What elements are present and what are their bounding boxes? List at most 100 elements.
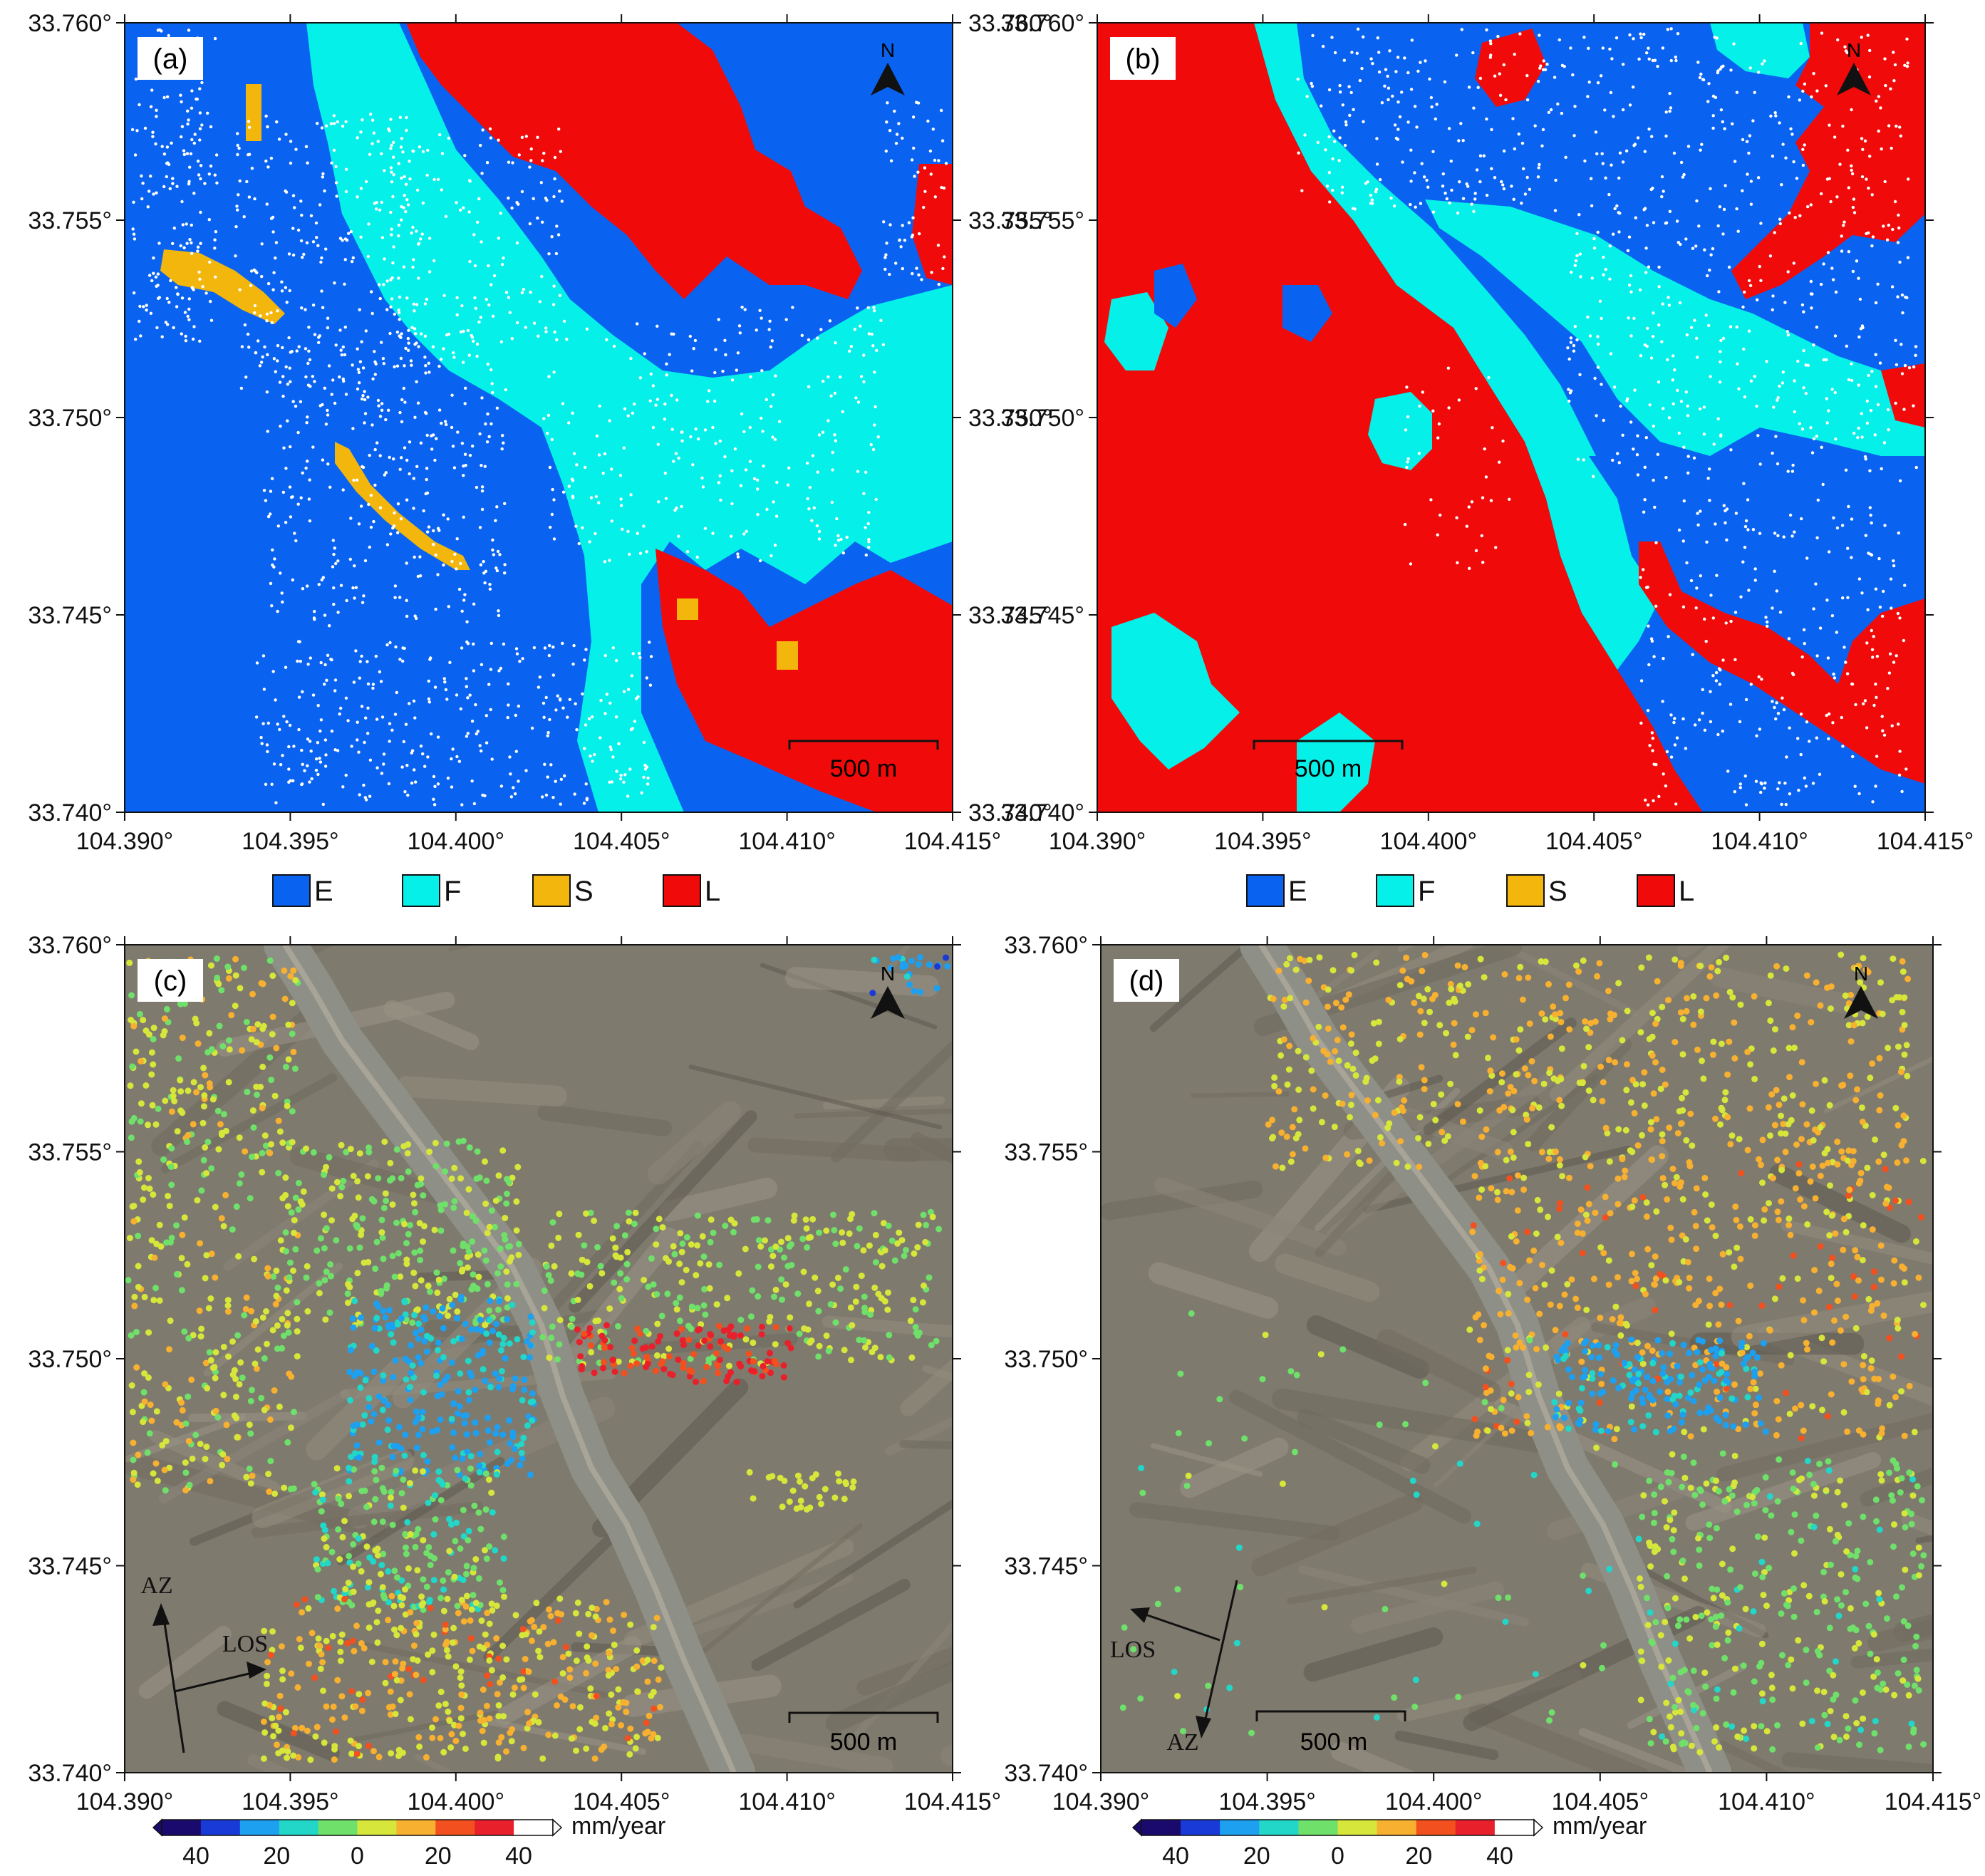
ps-point	[1784, 802, 1788, 807]
velocity-point	[403, 1260, 410, 1268]
ps-point	[898, 239, 901, 242]
ps-point	[517, 704, 521, 708]
ps-point	[357, 522, 361, 526]
ps-point	[1629, 420, 1633, 424]
velocity-point	[861, 1309, 869, 1315]
ps-point	[893, 109, 896, 113]
velocity-point	[379, 1406, 386, 1414]
ps-point	[1693, 318, 1696, 322]
ps-point	[490, 382, 494, 385]
ps-point	[326, 316, 330, 320]
velocity-point	[136, 1168, 143, 1176]
ps-point	[261, 722, 265, 725]
ps-point	[737, 324, 742, 328]
ps-point	[1816, 498, 1820, 502]
ps-point	[168, 187, 172, 190]
ps-point	[1830, 266, 1834, 270]
ps-point	[269, 311, 273, 315]
ps-point	[479, 316, 482, 319]
colorbar-bin	[514, 1820, 554, 1835]
ps-point	[189, 152, 193, 155]
ps-point	[198, 127, 202, 130]
ps-point	[308, 358, 312, 362]
ps-point	[1679, 160, 1684, 165]
ps-point	[207, 172, 211, 176]
velocity-point	[137, 1118, 144, 1125]
ps-point	[1450, 188, 1453, 192]
ps-point	[1652, 799, 1655, 803]
ps-point	[651, 384, 655, 388]
lon-tick-label: 104.405°	[573, 828, 670, 855]
velocity-point	[378, 1464, 385, 1471]
panel-b: (b) N 500 m 33.760°33.755°33.750°33.745°…	[1000, 10, 1974, 907]
velocity-point	[902, 963, 909, 970]
ps-point	[487, 264, 490, 268]
ps-point	[289, 161, 293, 165]
ps-point	[1815, 736, 1818, 740]
velocity-point	[627, 1725, 634, 1732]
ps-point	[284, 467, 288, 470]
ps-point	[427, 237, 432, 240]
ps-point	[874, 405, 877, 409]
velocity-point	[476, 1462, 483, 1469]
velocity-point	[393, 1467, 400, 1474]
scale-bar-line	[788, 740, 939, 750]
ps-point	[1386, 74, 1389, 78]
velocity-point	[598, 1332, 606, 1339]
velocity-point	[148, 1237, 155, 1244]
ps-point	[588, 540, 591, 544]
ps-point	[236, 132, 239, 135]
velocity-point	[492, 1430, 499, 1437]
ps-point	[413, 309, 416, 313]
ps-point	[287, 336, 291, 340]
velocity-point	[794, 1472, 802, 1479]
velocity-point	[548, 1242, 555, 1249]
ps-point	[1587, 46, 1590, 51]
velocity-point	[1767, 1017, 1774, 1025]
ps-point	[1897, 226, 1901, 230]
ps-point	[373, 350, 376, 353]
velocity-point	[440, 1275, 447, 1282]
ps-point	[269, 489, 273, 493]
ps-point	[1421, 390, 1425, 394]
ps-point	[1513, 53, 1516, 56]
velocity-point	[786, 1498, 793, 1506]
velocity-point	[700, 1253, 708, 1260]
ps-point	[539, 181, 543, 185]
class-l-area-southeast	[655, 549, 953, 812]
ps-point	[175, 185, 179, 188]
ps-point	[187, 180, 191, 183]
ps-point	[415, 229, 418, 233]
ps-point	[1669, 27, 1673, 31]
ps-point	[400, 398, 404, 402]
terrain-ridge	[223, 1159, 379, 1271]
ps-point	[907, 221, 911, 224]
velocity-point	[292, 1245, 299, 1253]
ps-point	[775, 480, 779, 484]
velocity-point	[286, 1259, 294, 1266]
ps-point	[1810, 95, 1813, 99]
velocity-point	[420, 1223, 427, 1230]
lat-tick-label: 33.760°	[28, 10, 112, 37]
ps-point	[508, 755, 512, 759]
ps-point	[442, 513, 445, 517]
velocity-point	[823, 1332, 830, 1339]
ps-point	[1763, 59, 1766, 63]
ps-point	[1377, 70, 1382, 74]
velocity-point	[499, 1431, 507, 1439]
ps-point	[605, 338, 608, 341]
ps-point	[1621, 63, 1625, 66]
velocity-point	[455, 1722, 462, 1729]
ps-point	[1747, 279, 1751, 283]
velocity-point	[348, 1688, 356, 1695]
velocity-point	[467, 1465, 474, 1472]
ps-point	[1895, 363, 1899, 367]
ps-point	[271, 548, 274, 551]
velocity-point	[717, 1338, 724, 1345]
velocity-point	[750, 1339, 757, 1347]
colorbar-bin	[200, 1820, 241, 1835]
ps-point	[1520, 202, 1523, 205]
velocity-point	[488, 1207, 495, 1214]
velocity-point	[923, 1221, 930, 1228]
